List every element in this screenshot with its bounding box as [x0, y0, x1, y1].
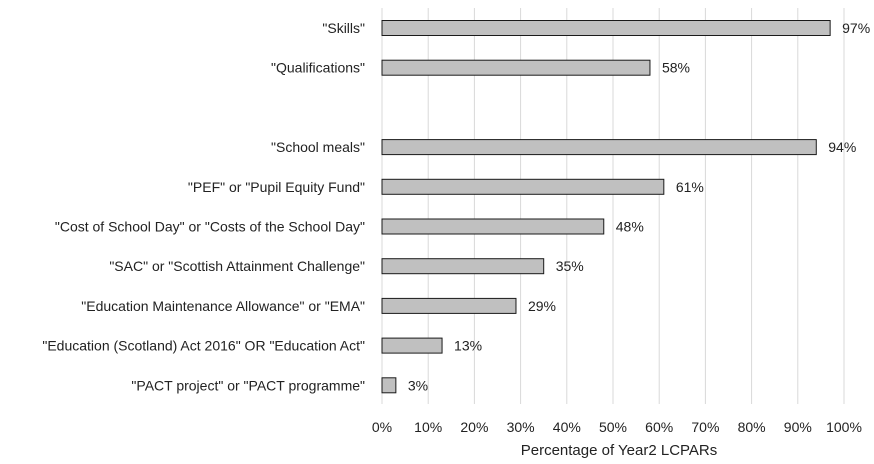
category-labels: "Skills" "Qualifications" "School meals" "P… [42, 20, 365, 393]
category-label: "School meals" [271, 139, 365, 155]
bar [381, 218, 605, 235]
x-tick-label: 60% [645, 419, 673, 435]
category-label: "Education (Scotland) Act 2016" OR "Educ… [42, 338, 365, 354]
data-label: 58% [662, 60, 690, 76]
bar [381, 258, 545, 275]
bar [381, 178, 665, 195]
x-tick-label: 50% [599, 419, 627, 435]
value-labels: 97% 58% 94% 61% 48% 35% 29% 13% 3% [408, 20, 870, 393]
x-tick-label: 20% [460, 419, 488, 435]
x-tick-label: 10% [414, 419, 442, 435]
category-label: "Skills" [322, 20, 365, 36]
category-label: "Education Maintenance Allowance" or "EM… [81, 298, 365, 314]
data-label: 94% [828, 139, 856, 155]
x-tick-label: 0% [372, 419, 392, 435]
data-label: 97% [842, 20, 870, 36]
bar [381, 139, 817, 156]
x-tick-label: 70% [691, 419, 719, 435]
category-label: "Cost of School Day" or "Costs of the Sc… [55, 219, 365, 235]
x-tick-label: 80% [738, 419, 766, 435]
bar [381, 20, 831, 36]
data-label: 35% [556, 258, 584, 274]
category-label: "PEF" or "Pupil Equity Fund" [188, 179, 365, 195]
bar [381, 337, 443, 354]
bar [381, 59, 651, 76]
data-label: 13% [454, 338, 482, 354]
x-tick-label: 100% [826, 419, 862, 435]
bar [381, 377, 397, 394]
data-label: 61% [676, 179, 704, 195]
bar [381, 297, 517, 314]
x-tick-label: 30% [507, 419, 535, 435]
category-label: "PACT project" or "PACT programme" [131, 377, 365, 393]
x-tick-label: 90% [784, 419, 812, 435]
data-label: 48% [616, 219, 644, 235]
bars [381, 20, 831, 394]
data-label: 3% [408, 377, 428, 393]
category-label: "SAC" or "Scottish Attainment Challenge" [109, 258, 365, 274]
x-tick-label: 40% [553, 419, 581, 435]
x-axis-title: Percentage of Year2 LCPARs [521, 442, 718, 459]
x-axis-ticks: 0% 10% 20% 30% 40% 50% 60% 70% 80% 90% 100% [372, 419, 862, 435]
category-label: "Qualifications" [271, 60, 365, 76]
data-label: 29% [528, 298, 556, 314]
